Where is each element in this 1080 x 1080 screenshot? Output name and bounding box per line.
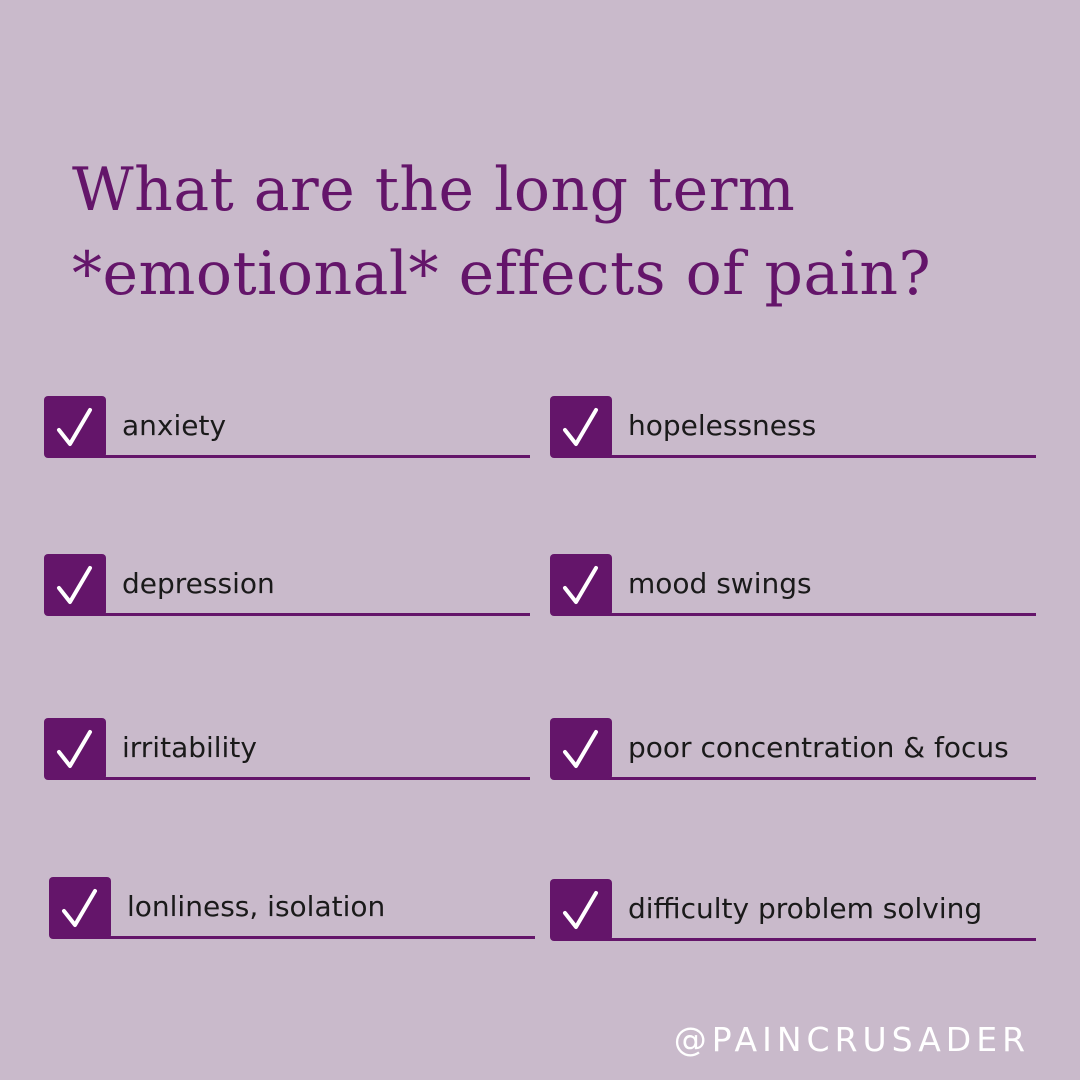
item-label: hopelessness bbox=[628, 409, 817, 442]
title-line-1: What are the long term bbox=[72, 155, 796, 225]
checkmark-icon bbox=[563, 566, 598, 604]
underline bbox=[600, 455, 1036, 458]
underline bbox=[94, 455, 530, 458]
checklist-item: hopelessness bbox=[550, 396, 1036, 460]
social-handle: @PAINCRUSADER bbox=[673, 1020, 1030, 1059]
checkbox[interactable] bbox=[44, 396, 106, 458]
underline bbox=[94, 613, 530, 616]
underline bbox=[94, 777, 530, 780]
checkmark-icon bbox=[57, 408, 92, 446]
checklist-item: anxiety bbox=[44, 396, 530, 460]
title-line-2: *emotional* effects of pain? bbox=[72, 239, 932, 309]
item-label: irritability bbox=[122, 731, 257, 764]
checkbox[interactable] bbox=[550, 879, 612, 941]
checklist-item: mood swings bbox=[550, 554, 1036, 618]
checklist-item: difficulty problem solving bbox=[550, 879, 1036, 943]
page-title: What are the long term *emotional* effect… bbox=[72, 148, 931, 316]
checkbox[interactable] bbox=[550, 718, 612, 780]
checkbox[interactable] bbox=[44, 718, 106, 780]
item-label: lonliness, isolation bbox=[127, 890, 386, 923]
checkbox[interactable] bbox=[49, 877, 111, 939]
underline bbox=[600, 777, 1036, 780]
checkmark-icon bbox=[62, 889, 97, 927]
underline bbox=[600, 938, 1036, 941]
checkmark-icon bbox=[563, 408, 598, 446]
item-label: difficulty problem solving bbox=[628, 892, 983, 925]
checkbox[interactable] bbox=[550, 396, 612, 458]
checkmark-icon bbox=[57, 730, 92, 768]
underline bbox=[99, 936, 535, 939]
checkmark-icon bbox=[563, 891, 598, 929]
checkmark-icon bbox=[57, 566, 92, 604]
checklist-item: depression bbox=[44, 554, 530, 618]
checklist-item: irritability bbox=[44, 718, 530, 782]
checkmark-icon bbox=[563, 730, 598, 768]
item-label: depression bbox=[122, 567, 275, 600]
checklist-item: poor concentration & focus bbox=[550, 718, 1036, 782]
checklist-item: lonliness, isolation bbox=[49, 877, 535, 941]
checkbox[interactable] bbox=[44, 554, 106, 616]
item-label: poor concentration & focus bbox=[628, 731, 1009, 764]
item-label: mood swings bbox=[628, 567, 812, 600]
checkbox[interactable] bbox=[550, 554, 612, 616]
underline bbox=[600, 613, 1036, 616]
item-label: anxiety bbox=[122, 409, 227, 442]
